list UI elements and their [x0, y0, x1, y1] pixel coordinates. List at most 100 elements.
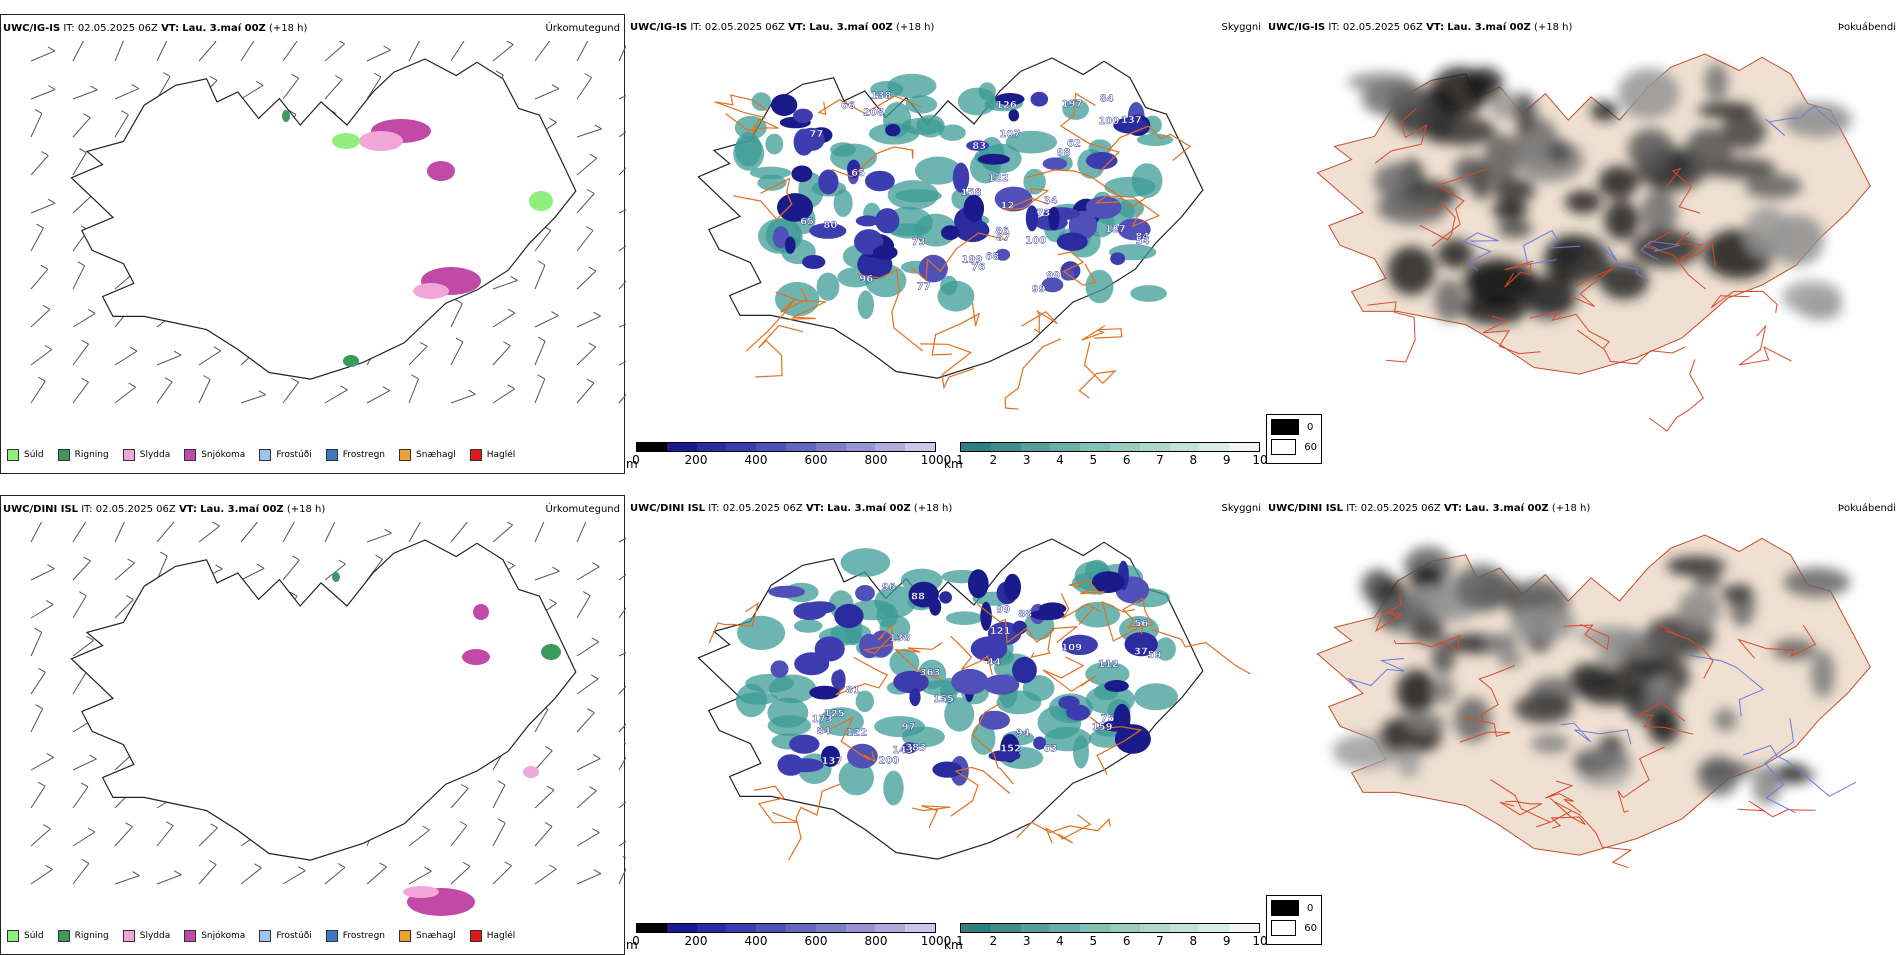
fog-area	[1705, 63, 1729, 100]
legend-item: Frostúði	[259, 449, 311, 461]
wind-barb	[283, 871, 305, 884]
legend-label: Haglél	[487, 931, 516, 941]
fog-area	[1752, 764, 1781, 806]
colorbar-tick: 200	[685, 453, 708, 467]
cloud-base-label: 66	[841, 101, 855, 112]
wind-barb	[367, 50, 391, 61]
wind-barb	[157, 355, 181, 365]
cloud-base-area	[951, 669, 988, 695]
fog-area	[1721, 585, 1753, 603]
wind-barb-flag	[209, 41, 216, 42]
road-line	[1739, 326, 1792, 365]
cloud-base-area	[909, 688, 920, 706]
legend-item: Haglél	[470, 930, 516, 942]
legend-item: Haglél	[470, 449, 516, 461]
wind-barb-flag	[82, 340, 89, 344]
colorbar-segment	[1229, 924, 1259, 932]
cloud-base-area	[771, 660, 789, 677]
wind-barb	[619, 675, 626, 695]
wind-barb	[325, 867, 345, 884]
wind-barb-flag	[463, 862, 470, 866]
cloud-base-label: 59	[1148, 650, 1162, 661]
wind-barb-flag	[213, 522, 220, 526]
wind-barb-flag	[511, 276, 518, 280]
colorbar-segment	[991, 924, 1021, 932]
fog-area	[1515, 93, 1536, 132]
wind-barb	[157, 875, 181, 884]
wind-barb	[409, 379, 419, 403]
colorbar-segment	[1199, 924, 1229, 932]
wind-barb	[115, 115, 128, 137]
wind-barb-flag	[508, 385, 515, 389]
wind-barb	[577, 567, 599, 580]
wind-barb-flag	[587, 190, 594, 194]
wind-barb-flag	[412, 375, 419, 379]
visibility-area	[750, 167, 791, 179]
wind-barb	[619, 747, 626, 770]
cloud-base-label: 77	[809, 129, 823, 140]
cloud-base-area	[1086, 196, 1122, 219]
wind-barb-flag	[254, 864, 261, 868]
wind-barb	[577, 759, 600, 770]
colorbar-segment	[697, 924, 727, 932]
fog-map	[1266, 40, 1900, 440]
wind-barb	[619, 832, 626, 846]
precip-area	[282, 110, 290, 122]
fog-area	[1434, 279, 1463, 322]
wind-barb	[577, 271, 596, 289]
visibility-area	[817, 273, 840, 301]
cloud-base-label: 63	[1043, 744, 1057, 755]
colorbar-tick: 5	[1090, 934, 1098, 948]
fog-key-row: 0	[1267, 415, 1321, 435]
wind-barb	[577, 874, 601, 884]
cloud-base-label: 137	[822, 756, 843, 767]
wind-barb-flag	[82, 859, 89, 863]
colorbar-tick: 2	[990, 453, 998, 467]
wind-barb-flag	[587, 379, 594, 383]
fog-area	[1453, 156, 1486, 187]
fog-area	[1745, 174, 1803, 199]
wind-barb-flag	[130, 347, 137, 351]
wind-barb-flag	[35, 628, 42, 632]
wind-barb	[283, 78, 299, 99]
wind-barb	[31, 569, 54, 580]
colorbar-segment	[1050, 924, 1080, 932]
colorbar-segment	[846, 443, 876, 451]
wind-barb-flag	[165, 378, 172, 382]
wind-barb	[31, 605, 53, 618]
legend-label: Snjókoma	[201, 931, 245, 941]
cloud-base-area	[1009, 109, 1020, 121]
wind-barb	[73, 90, 97, 99]
fog-area	[1577, 674, 1641, 705]
wind-barb	[31, 51, 55, 61]
wind-barb	[619, 354, 626, 365]
fog-area	[1497, 649, 1524, 668]
precip-area	[427, 161, 455, 181]
wind-barb-flag	[41, 265, 48, 269]
visibility-area	[888, 180, 939, 210]
wind-barb-flag	[47, 753, 54, 757]
fog-area	[1397, 670, 1437, 714]
wind-barb	[325, 390, 347, 403]
colorbar-tick: 9	[1223, 934, 1231, 948]
wind-barb-flag	[585, 74, 592, 78]
cloud-base-label: 65	[851, 168, 865, 179]
colorbar-segment	[1021, 443, 1051, 451]
legend-item: Snæhagl	[399, 449, 456, 461]
cloud-base-area	[771, 94, 797, 116]
colorbar-segment	[816, 924, 846, 932]
wind-barb-flag	[583, 592, 590, 596]
wind-barb	[493, 346, 510, 365]
wind-barb-flag	[550, 599, 557, 603]
wind-barb	[535, 869, 556, 884]
fog-area	[1604, 200, 1639, 240]
wind-barb-flag	[211, 824, 218, 828]
field-name: Þokuábendi	[1838, 22, 1896, 33]
wind-barb	[115, 387, 136, 403]
legend-item: Rigning	[58, 930, 109, 942]
wind-barb-flag	[126, 596, 133, 600]
wind-barb-flag	[553, 567, 560, 571]
colorbar-segment	[637, 443, 667, 451]
legend-swatch	[123, 930, 135, 942]
